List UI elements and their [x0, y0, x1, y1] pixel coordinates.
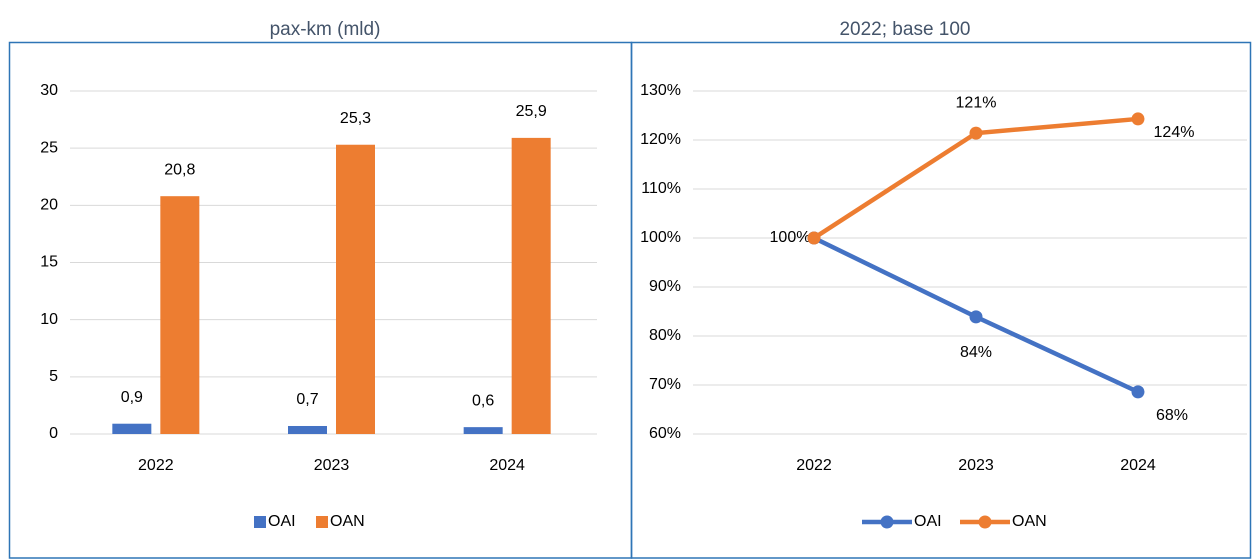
- data-label: 124%: [1154, 124, 1195, 141]
- x-tick-label: 2024: [1120, 457, 1156, 474]
- data-label: 25,9: [516, 103, 547, 120]
- legend-label: OAI: [268, 513, 296, 530]
- y-tick-label: 0: [49, 425, 58, 442]
- x-tick-label: 2024: [489, 457, 525, 474]
- x-tick-label: 2022: [796, 457, 832, 474]
- data-label: 68%: [1156, 407, 1188, 424]
- y-tick-label: 130%: [640, 82, 681, 99]
- y-tick-label: 20: [40, 197, 58, 214]
- data-label: 0,7: [296, 391, 318, 408]
- point: [1131, 385, 1145, 399]
- y-tick-label: 60%: [649, 425, 681, 442]
- y-tick-label: 90%: [649, 278, 681, 295]
- data-label: 25,3: [340, 110, 371, 127]
- y-tick-label: 15: [40, 254, 58, 271]
- point: [807, 231, 821, 245]
- legend-label: OAI: [914, 513, 942, 530]
- data-label: 0,6: [472, 392, 494, 409]
- bar: [160, 196, 200, 434]
- y-tick-label: 80%: [649, 327, 681, 344]
- panel-border: [630, 41, 1252, 559]
- y-tick-label: 120%: [640, 131, 681, 148]
- chart-title: 2022; base 100: [839, 19, 970, 40]
- y-tick-label: 30: [40, 82, 58, 99]
- y-tick-label: 25: [40, 139, 58, 156]
- legend-swatch: [316, 516, 328, 528]
- chart-title: pax-km (mld): [270, 19, 381, 40]
- legend-label: OAN: [330, 513, 365, 530]
- x-tick-label: 2023: [314, 457, 350, 474]
- x-tick-label: 2023: [958, 457, 994, 474]
- bar: [463, 427, 503, 434]
- point: [969, 126, 983, 140]
- y-tick-label: 70%: [649, 376, 681, 393]
- data-label: 0,9: [121, 389, 143, 406]
- bar: [336, 144, 375, 434]
- point: [1131, 112, 1145, 126]
- x-tick-label: 2022: [138, 457, 174, 474]
- bar: [288, 425, 327, 434]
- y-tick-label: 5: [49, 368, 58, 385]
- legend-swatch: [254, 516, 266, 528]
- data-label: 121%: [956, 94, 997, 111]
- y-tick-label: 100%: [640, 229, 681, 246]
- data-label: 20,8: [164, 161, 195, 178]
- y-tick-label: 110%: [641, 180, 681, 197]
- point: [969, 310, 983, 324]
- data-label: 100%: [770, 229, 811, 246]
- data-label: 84%: [960, 344, 992, 361]
- bar: [112, 423, 152, 434]
- bar: [511, 137, 551, 435]
- legend-marker: [880, 515, 894, 529]
- y-tick-label: 10: [40, 311, 58, 328]
- legend-marker: [978, 515, 992, 529]
- legend-label: OAN: [1012, 513, 1047, 530]
